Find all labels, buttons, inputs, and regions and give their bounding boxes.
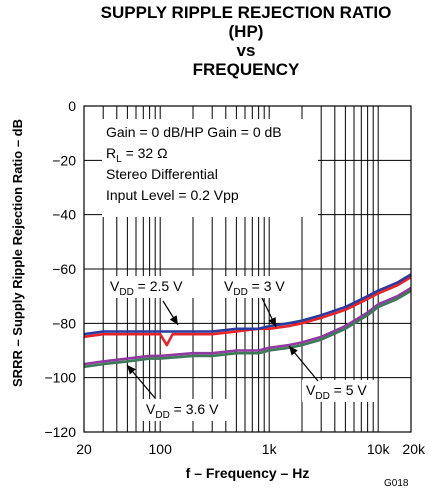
callout-arrowhead [289,346,298,356]
condition-line: Stereo Differential [106,166,218,182]
plot-border [83,105,412,433]
chart-title: SUPPLY RIPPLE REJECTION RATIO (HP) vs FR… [60,3,432,79]
series-label-1: VDD = 2.5 V [110,278,183,298]
condition-line: Input Level = 0.2 Vpp [106,187,239,203]
annotations: Gain = 0 dB/HP Gain = 0 dB RL = 32 ΩStere… [106,124,376,421]
title-line-4: FREQUENCY [192,60,300,79]
y-tick-label: −60 [52,261,76,277]
x-tick-label: 100 [149,441,173,457]
callout-bg [142,399,230,421]
y-tick-label: −80 [52,315,76,331]
callout-bg [106,276,194,298]
y-tick-label: −20 [52,152,76,168]
callout-bg [220,276,294,298]
series-label-3: VDD = 3.6 V [146,401,219,421]
series-line-4 [83,289,412,369]
x-tick-label: 10k [367,441,391,457]
y-tick-label: 0 [68,98,76,114]
condition-line: RL = 32 Ω [106,145,168,165]
conditions-box [102,119,318,217]
series-line-2 [83,273,412,336]
x-tick-label: 1k [262,441,278,457]
condition-line: Gain = 0 dB/HP Gain = 0 dB [106,124,282,140]
y-tick-label: −120 [44,424,76,440]
plot-frame [83,105,412,433]
y-tick-label: −40 [52,207,76,223]
x-axis-label: f – Frequency – Hz [186,465,310,481]
series-label-4: VDD = 5 V [306,382,367,402]
figure-code: G018 [384,478,409,489]
title-line-3: vs [236,41,256,60]
title-line-1: SUPPLY RIPPLE REJECTION RATIO [100,3,392,22]
series-line-3 [83,286,412,366]
y-tick-label: −100 [44,370,76,386]
callout-bg [302,380,376,402]
callout-arrowhead [268,317,276,327]
y-axis-label: SRRR – Supply Ripple Rejection Ratio – d… [10,119,25,387]
title-line-2: (HP) [228,22,264,41]
grid [84,106,411,432]
series-label-2: VDD = 3 V [224,278,285,298]
callout-arrowhead [127,365,136,375]
callout-arrowhead [169,315,178,325]
x-tick-label: 20k [402,441,426,457]
series-lines [83,273,412,369]
series-line-1 [83,275,412,347]
x-tick-label: 20 [76,441,92,457]
